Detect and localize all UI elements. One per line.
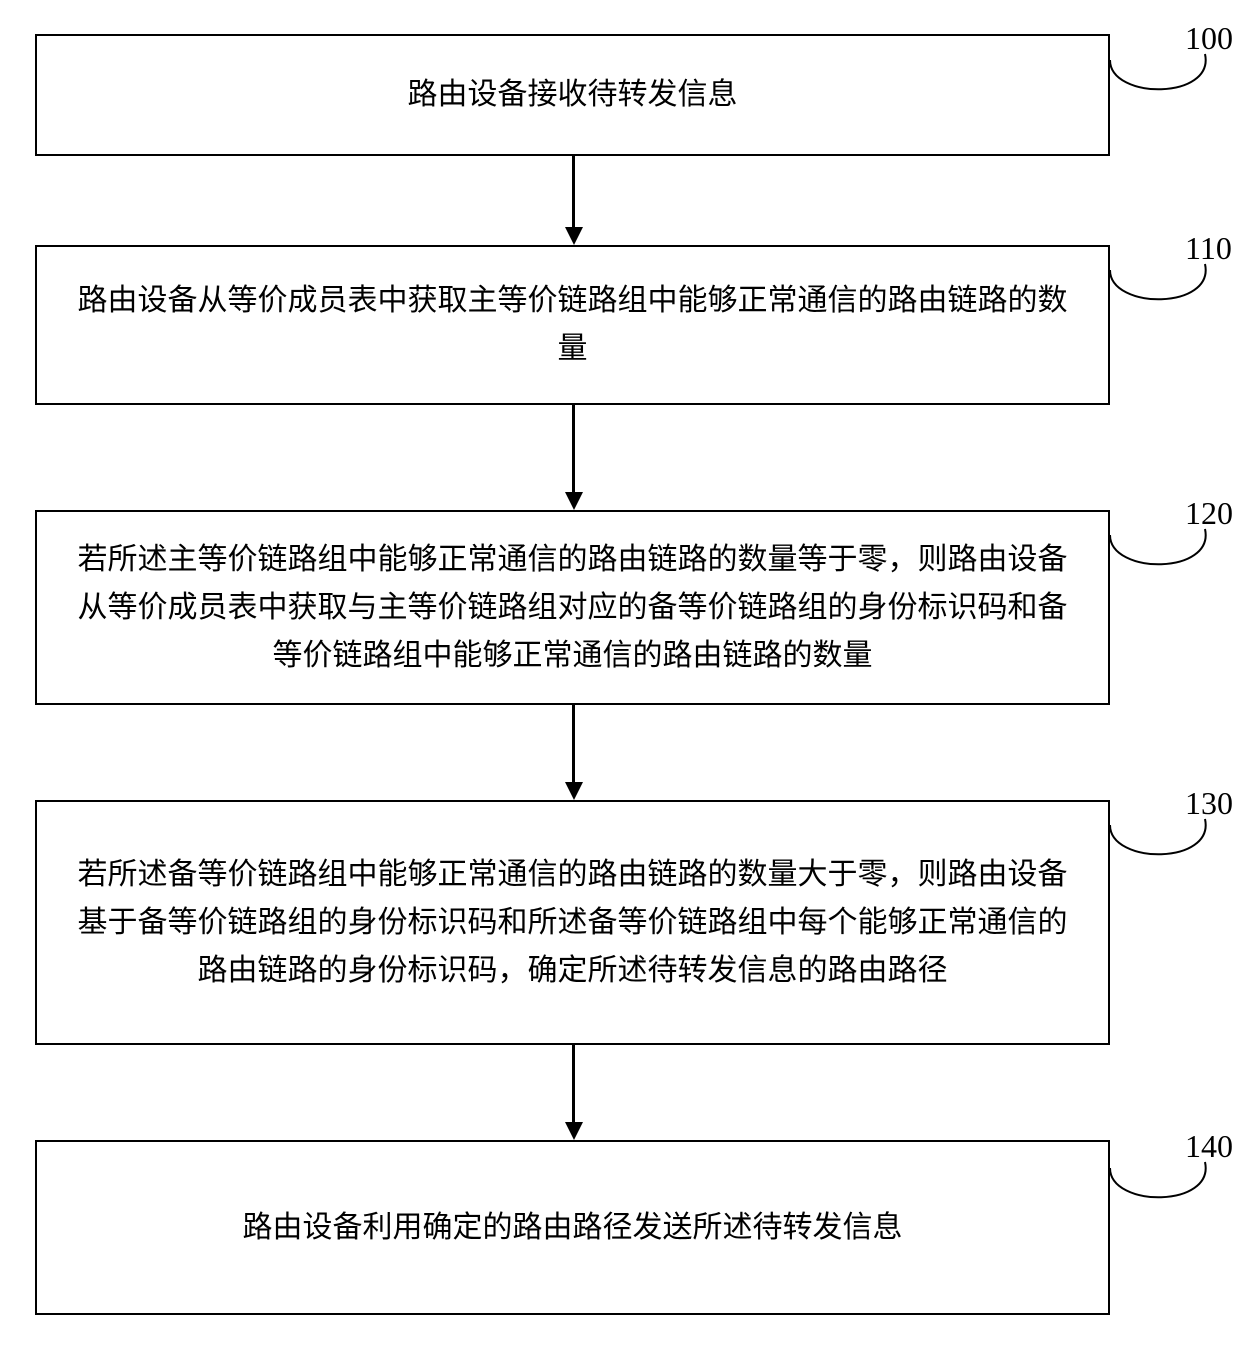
arrow-head-icon (565, 1122, 583, 1140)
flowchart-node: 若所述备等价链路组中能够正常通信的路由链路的数量大于零，则路由设备基于备等价链路… (35, 800, 1110, 1045)
callout-icon (1105, 1157, 1240, 1223)
arrow-line (572, 405, 575, 492)
node-text: 路由设备利用确定的路由路径发送所述待转发信息 (243, 1204, 903, 1252)
callout-icon (1105, 814, 1240, 880)
arrow-line (572, 705, 575, 782)
node-text: 若所述备等价链路组中能够正常通信的路由链路的数量大于零，则路由设备基于备等价链路… (67, 851, 1078, 995)
flowchart-canvas: 路由设备接收待转发信息100路由设备从等价成员表中获取主等价链路组中能够正常通信… (0, 0, 1240, 1353)
flowchart-node: 路由设备利用确定的路由路径发送所述待转发信息 (35, 1140, 1110, 1315)
callout-icon (1105, 259, 1240, 325)
arrow-head-icon (565, 492, 583, 510)
callout-icon (1105, 49, 1240, 115)
flowchart-node: 路由设备接收待转发信息 (35, 34, 1110, 156)
node-text: 若所述主等价链路组中能够正常通信的路由链路的数量等于零，则路由设备从等价成员表中… (67, 536, 1078, 680)
callout-icon (1105, 524, 1240, 590)
arrow-head-icon (565, 227, 583, 245)
arrow-head-icon (565, 782, 583, 800)
node-text: 路由设备接收待转发信息 (408, 71, 738, 119)
arrow-line (572, 156, 575, 227)
node-text: 路由设备从等价成员表中获取主等价链路组中能够正常通信的路由链路的数量 (67, 277, 1078, 373)
flowchart-node: 若所述主等价链路组中能够正常通信的路由链路的数量等于零，则路由设备从等价成员表中… (35, 510, 1110, 705)
flowchart-node: 路由设备从等价成员表中获取主等价链路组中能够正常通信的路由链路的数量 (35, 245, 1110, 405)
arrow-line (572, 1045, 575, 1122)
